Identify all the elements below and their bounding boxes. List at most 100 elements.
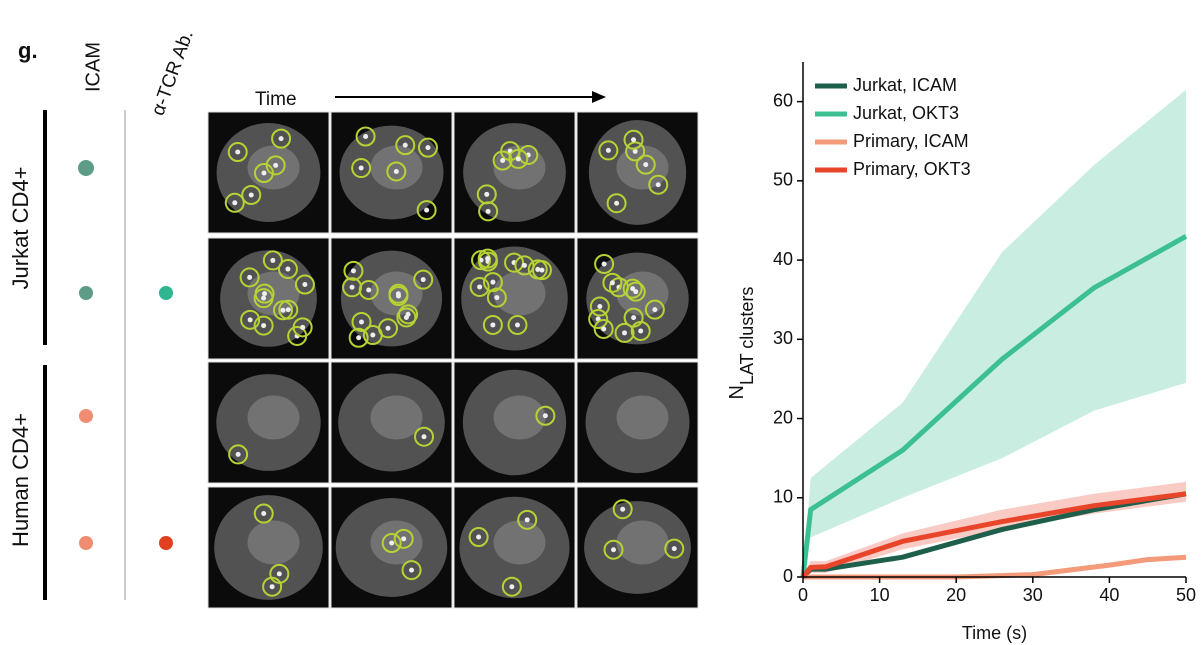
cluster-marker (508, 148, 529, 169)
spot (300, 324, 306, 330)
spot (285, 307, 291, 313)
spot (597, 304, 603, 310)
cluster-marker (612, 499, 633, 520)
cluster-marker (239, 267, 260, 288)
spot (366, 287, 372, 293)
cluster-marker (504, 252, 525, 273)
y-tick-label: 20 (773, 407, 793, 427)
spot (509, 584, 515, 590)
cluster-marker (664, 538, 685, 559)
spot (620, 506, 626, 512)
chart: 0 10 20 30 40 50 60 0 10 20 30 40 50 Time (s) NLAT clu… (726, 62, 1196, 643)
cell-core (493, 395, 546, 440)
cluster-marker (622, 278, 643, 299)
condition-dot (159, 286, 173, 300)
spot (631, 315, 637, 321)
spot (370, 332, 376, 338)
spot (632, 148, 638, 154)
cluster-marker (593, 318, 614, 339)
spot (622, 330, 628, 336)
spot (409, 567, 415, 573)
row-label: Human CD4+ (8, 413, 33, 547)
x-tick-label: 20 (946, 585, 966, 605)
spot (421, 434, 427, 440)
spot (350, 268, 356, 274)
y-tick-label: 50 (773, 170, 793, 190)
y-tick-label: 60 (773, 90, 793, 110)
cell-core (616, 145, 669, 190)
row-bar (43, 110, 47, 345)
spot (638, 328, 644, 334)
cell-core (616, 271, 669, 316)
column-label: ICAM (82, 42, 104, 92)
cluster-marker (623, 129, 644, 150)
cluster-marker (272, 300, 293, 321)
cell (462, 369, 567, 476)
cluster-marker (468, 527, 489, 548)
spot (385, 325, 391, 331)
cluster-marker (614, 322, 635, 343)
cluster-marker (517, 509, 538, 530)
cluster-marker (262, 250, 283, 271)
panel-label: g. (18, 38, 38, 63)
spot (356, 335, 362, 341)
spot (633, 289, 639, 295)
y-axis-label: NLAT clusters (726, 287, 756, 400)
cluster-marker (648, 174, 669, 195)
cluster-marker (343, 260, 364, 281)
row-label: Jurkat CD4+ (8, 167, 33, 290)
spot (389, 540, 395, 546)
cell-core (247, 520, 300, 565)
spot (280, 307, 286, 313)
cluster-marker (265, 155, 286, 176)
x-tick-label: 50 (1176, 585, 1196, 605)
spot (494, 295, 500, 301)
cell (463, 123, 566, 222)
legend-label: Primary, OKT3 (853, 159, 971, 179)
cluster-marker (351, 311, 372, 332)
cluster-marker (416, 200, 437, 221)
cluster-marker (477, 248, 498, 269)
spot (671, 546, 677, 552)
spot (631, 137, 637, 143)
cluster-marker (625, 141, 646, 162)
cluster-marker (271, 128, 292, 149)
legend-label: Jurkat, ICAM (853, 75, 957, 95)
spot (247, 317, 253, 323)
y-axis-label-sub: LAT clusters (737, 287, 757, 385)
condition-dot (79, 286, 93, 300)
cluster-marker (606, 193, 627, 214)
cell (459, 496, 570, 599)
cluster-marker (240, 309, 261, 330)
line (800, 234, 1188, 578)
cluster-marker (253, 315, 274, 336)
cluster-marker (224, 192, 245, 213)
cluster-marker (507, 314, 528, 335)
cluster-marker (414, 426, 435, 447)
cluster-marker (608, 277, 629, 298)
cluster-marker (393, 528, 414, 549)
spot (261, 323, 267, 329)
spot (235, 451, 241, 457)
cell-core (247, 145, 300, 190)
spot (425, 145, 431, 151)
cluster-marker (398, 304, 419, 325)
spot (269, 584, 275, 590)
y-tick-label: 10 (773, 487, 793, 507)
cluster-marker (594, 253, 615, 274)
cluster-marker (378, 318, 399, 339)
spot (424, 207, 430, 213)
cluster-marker (482, 272, 503, 293)
spot (652, 307, 658, 313)
condition-dot (79, 409, 93, 423)
cell-core (493, 271, 546, 316)
spot (232, 200, 238, 206)
spot (276, 571, 282, 577)
cell-core (493, 520, 546, 565)
spot (349, 284, 355, 290)
condition-dot (78, 160, 94, 176)
cluster-marker (589, 296, 610, 317)
spot (490, 279, 496, 285)
cell (586, 252, 689, 345)
